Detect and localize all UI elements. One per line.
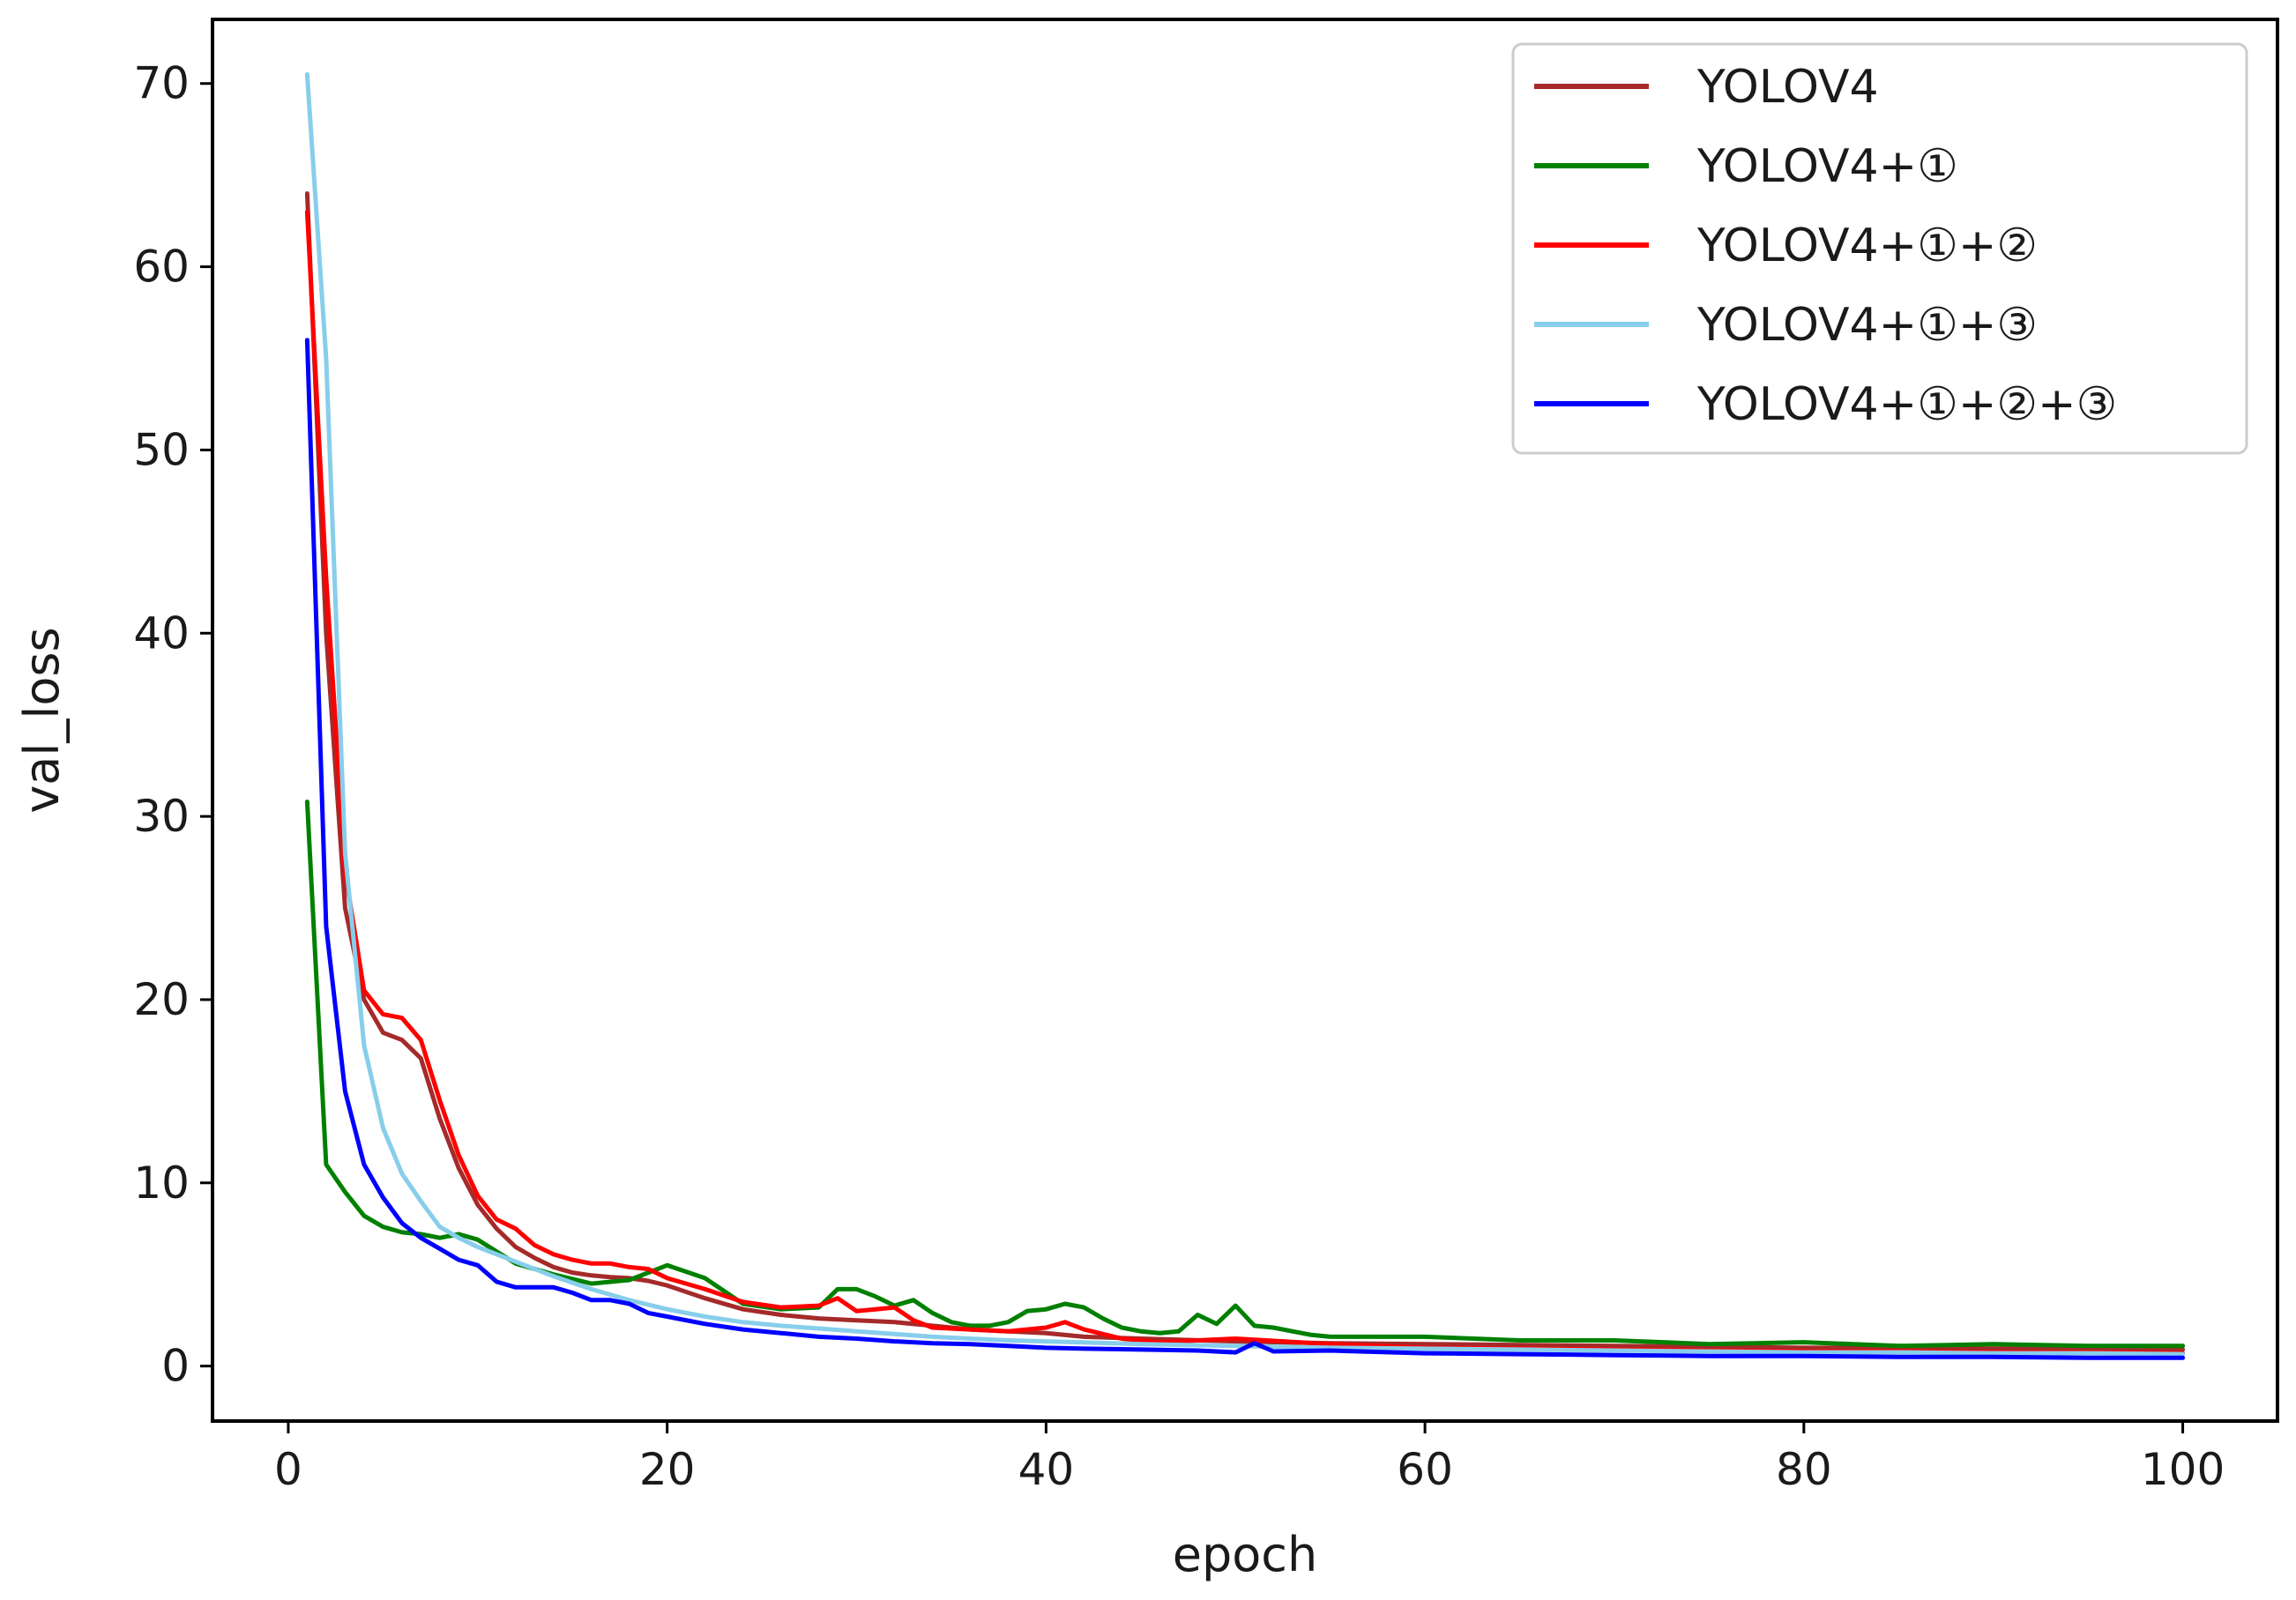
legend-box	[1511, 42, 2248, 455]
legend-label-4: YOLOV4+①+②+③	[1696, 378, 2117, 431]
series-line-4	[304, 338, 2186, 1360]
y-tick-label: 40	[133, 607, 190, 659]
y-tick-label: 30	[133, 791, 190, 842]
x-tick-label: 60	[1397, 1444, 1453, 1495]
y-tick-label: 50	[133, 424, 190, 475]
x-tick-label: 20	[639, 1444, 696, 1495]
legend: YOLOV4 YOLOV4+① YOLOV4+①+② YOLOV4+①+③ YOLOV4…	[1511, 42, 2248, 455]
plot-frame	[211, 18, 2279, 1423]
legend-items: YOLOV4 YOLOV4+① YOLOV4+①+② YOLOV4+①+③ YOLOV4…	[1534, 61, 2117, 431]
y-tick-label: 10	[133, 1157, 190, 1209]
y-tick-label: 70	[133, 58, 190, 109]
legend-label-2: YOLOV4+①+②	[1696, 220, 2038, 272]
x-tick-label: 80	[1776, 1444, 1832, 1495]
x-tick-label: 40	[1018, 1444, 1075, 1495]
legend-label-0: YOLOV4	[1696, 61, 1879, 114]
legend-label-1: YOLOV4+①	[1696, 140, 1958, 193]
x-axis-label: epoch	[1173, 1527, 1317, 1582]
series-line-0	[304, 191, 2186, 1352]
y-tick-label: 20	[133, 974, 190, 1025]
x-axis-ticks: 0 20 40 60 80 100	[274, 1421, 2225, 1495]
series-line-1	[304, 800, 2186, 1349]
y-axis-label: val_loss	[14, 627, 70, 813]
x-tick-label: 0	[274, 1444, 302, 1495]
series-layer	[304, 71, 2186, 1360]
series-line-3	[304, 71, 2186, 1357]
x-tick-label: 100	[2141, 1444, 2225, 1495]
y-tick-label: 0	[161, 1341, 190, 1392]
y-axis-ticks: 0 10 20 30 40 50 60 70	[133, 58, 212, 1392]
legend-label-3: YOLOV4+①+③	[1696, 299, 2038, 352]
y-tick-label: 60	[133, 242, 190, 293]
